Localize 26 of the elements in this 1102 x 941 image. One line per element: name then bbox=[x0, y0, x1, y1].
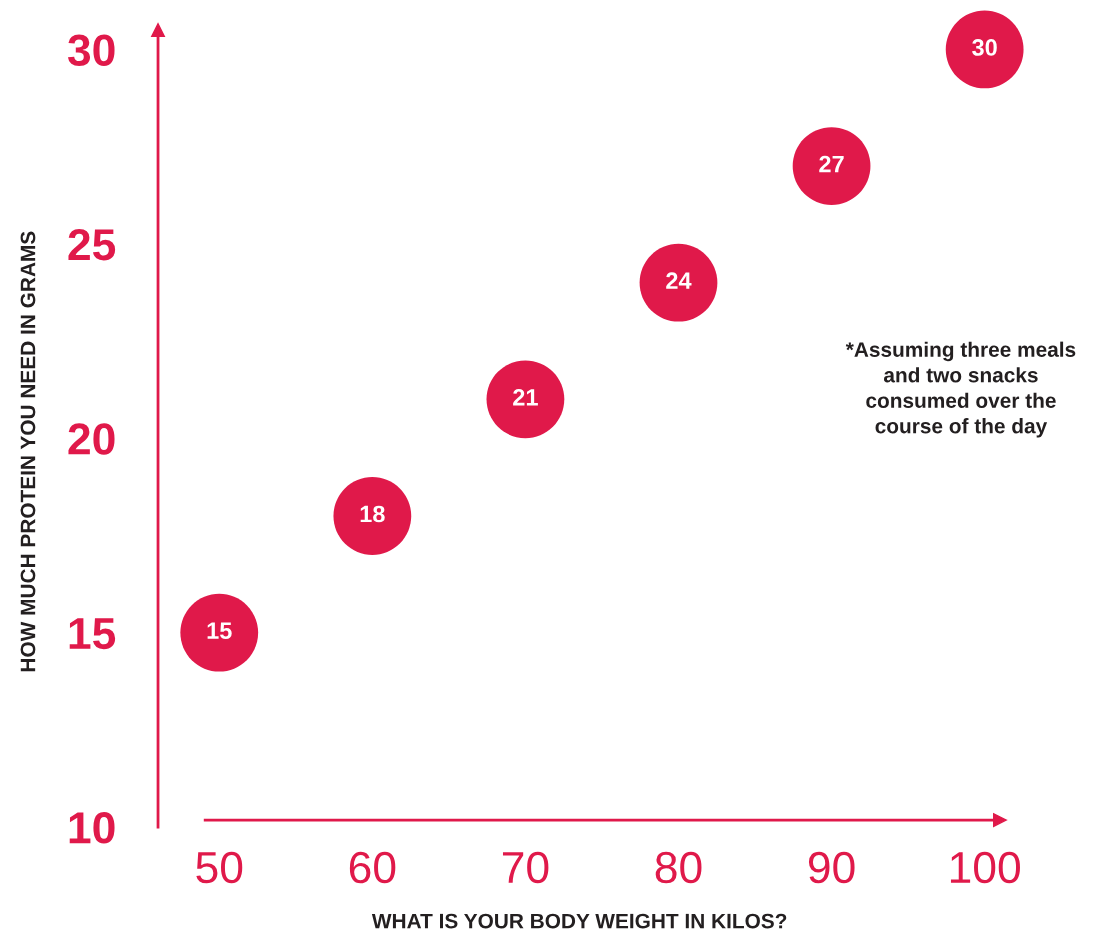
y-tick-label: 30 bbox=[67, 34, 115, 67]
x-tick-label: 90 bbox=[808, 851, 855, 884]
x-tick-label: 50 bbox=[196, 851, 243, 884]
point bbox=[333, 477, 412, 555]
annotation: *Assuming three meals and two snacks consumed over the course of the day bbox=[845, 341, 1076, 438]
data-label: 30 bbox=[972, 39, 997, 56]
point bbox=[792, 127, 871, 205]
point bbox=[486, 360, 565, 439]
x-tick-label: 100 bbox=[950, 851, 1020, 884]
y-tick-label: 15 bbox=[69, 618, 116, 650]
data-label: 24 bbox=[666, 272, 692, 289]
x-tick-label: 70 bbox=[502, 851, 549, 884]
x-tick-label: 80 bbox=[655, 851, 702, 884]
point bbox=[639, 243, 718, 322]
y-tick-label: 20 bbox=[68, 423, 115, 455]
x-tick-label: 60 bbox=[349, 851, 396, 884]
point bbox=[180, 593, 259, 672]
y-axis-title: HOW MUCH PROTEIN YOU NEED IN GRAMS bbox=[20, 231, 36, 672]
data-label: 21 bbox=[513, 388, 538, 406]
y-tick-label: 10 bbox=[69, 812, 115, 844]
data-label: 15 bbox=[207, 622, 232, 639]
data-label: 27 bbox=[819, 155, 844, 173]
x-axis-title: WHAT IS YOUR BODY WEIGHT IN KILOS? bbox=[371, 913, 787, 929]
data-label: 18 bbox=[360, 505, 385, 523]
point bbox=[945, 10, 1024, 89]
y-tick-label: 25 bbox=[68, 228, 116, 261]
